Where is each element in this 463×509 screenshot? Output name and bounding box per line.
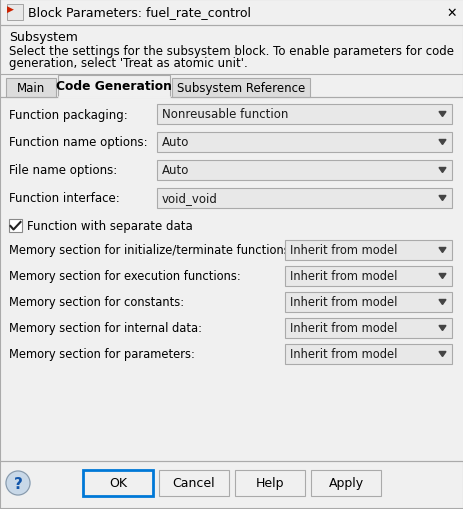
Text: Function name options:: Function name options: [9, 136, 147, 149]
Text: Inherit from model: Inherit from model [289, 270, 396, 283]
Bar [6, 79, 56, 98]
Bar [58, 76, 169, 98]
Text: Memory section for parameters:: Memory section for parameters: [9, 348, 194, 361]
Bar [172, 79, 309, 98]
Text: Memory section for internal data:: Memory section for internal data: [9, 322, 201, 335]
Text: Inherit from model: Inherit from model [289, 296, 396, 309]
Polygon shape [438, 274, 445, 279]
Text: Memory section for initialize/terminate functions:: Memory section for initialize/terminate … [9, 244, 293, 257]
Polygon shape [438, 168, 445, 173]
Text: Cancel: Cancel [172, 476, 215, 490]
Text: Memory section for execution functions:: Memory section for execution functions: [9, 270, 240, 283]
Bar [284, 267, 451, 287]
Bar [310, 470, 380, 496]
Text: Subsystem: Subsystem [9, 32, 78, 44]
Polygon shape [438, 352, 445, 357]
Text: Inherit from model: Inherit from model [289, 322, 396, 335]
Text: void_void: void_void [162, 192, 218, 205]
Polygon shape [438, 196, 445, 201]
Text: Inherit from model: Inherit from model [289, 348, 396, 361]
Text: Auto: Auto [162, 164, 189, 177]
Bar [159, 470, 229, 496]
Text: Function interface:: Function interface: [9, 192, 119, 205]
Text: File name options:: File name options: [9, 164, 117, 177]
Bar [83, 470, 153, 496]
Text: Help: Help [255, 476, 284, 490]
Polygon shape [438, 300, 445, 305]
Text: Function with separate data: Function with separate data [27, 219, 192, 233]
Bar [234, 470, 304, 496]
Text: Auto: Auto [162, 136, 189, 149]
Text: ▶: ▶ [7, 5, 14, 14]
Text: OK: OK [109, 476, 127, 490]
Text: Subsystem Reference: Subsystem Reference [176, 82, 305, 95]
Bar [156, 105, 451, 125]
Bar [284, 293, 451, 313]
Text: Apply: Apply [328, 476, 363, 490]
Bar [156, 133, 451, 153]
Polygon shape [438, 140, 445, 145]
Text: Code Generation: Code Generation [56, 80, 172, 93]
Bar [7, 5, 23, 21]
Text: generation, select 'Treat as atomic unit'.: generation, select 'Treat as atomic unit… [9, 58, 247, 70]
Text: Select the settings for the subsystem block. To enable parameters for code: Select the settings for the subsystem bl… [9, 45, 453, 59]
Polygon shape [438, 326, 445, 331]
Text: ✕: ✕ [446, 7, 456, 19]
Bar [9, 219, 22, 233]
Bar [156, 189, 451, 209]
Bar [0, 98, 463, 461]
Text: Inherit from model: Inherit from model [289, 244, 396, 257]
Text: ?: ? [13, 476, 22, 492]
Polygon shape [438, 112, 445, 117]
Circle shape [6, 471, 30, 495]
Bar [156, 161, 451, 181]
Bar [284, 318, 451, 338]
Text: Function packaging:: Function packaging: [9, 108, 127, 121]
Text: Main: Main [17, 82, 45, 95]
Polygon shape [438, 248, 445, 253]
Bar [284, 344, 451, 364]
Text: Memory section for constants:: Memory section for constants: [9, 296, 184, 309]
Bar [0, 0, 463, 26]
Text: Nonreusable function: Nonreusable function [162, 108, 288, 121]
Bar [284, 241, 451, 261]
Text: Block Parameters: fuel_rate_control: Block Parameters: fuel_rate_control [28, 7, 250, 19]
